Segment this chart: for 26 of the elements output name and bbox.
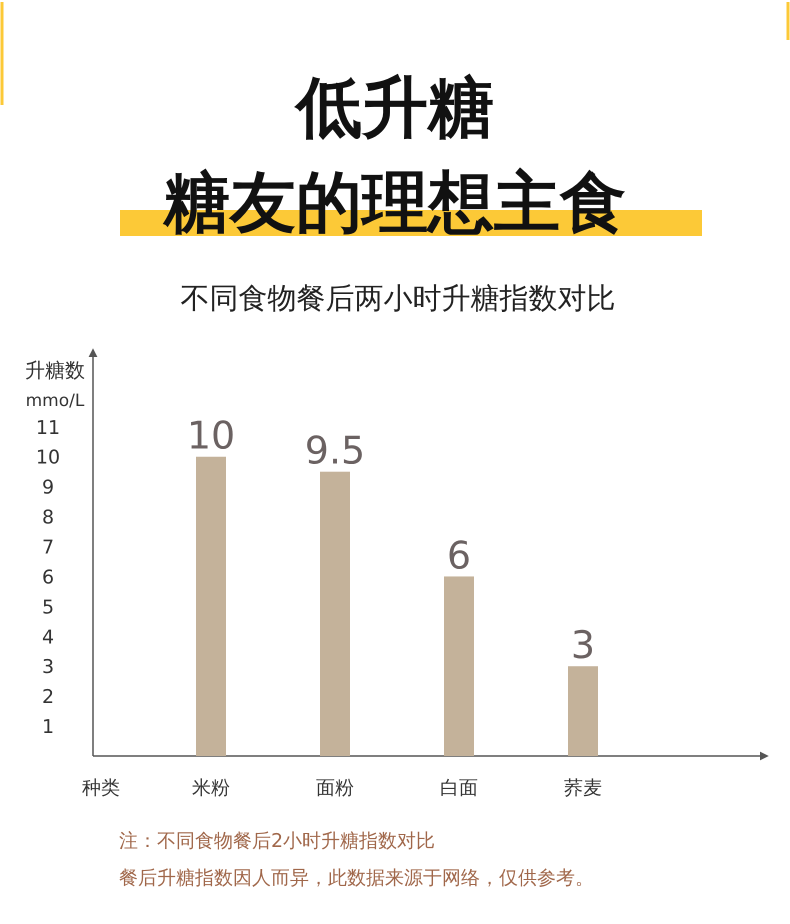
xtick: 白面 bbox=[440, 777, 478, 799]
ytick: 10 bbox=[36, 446, 60, 469]
ytick: 11 bbox=[36, 416, 60, 439]
ytick: 3 bbox=[42, 656, 54, 678]
ylabel: 升糖数 bbox=[25, 358, 85, 382]
ytick: 8 bbox=[42, 506, 54, 529]
note: 餐后升糖指数因人而异，此数据来源于网络，仅供参考。 bbox=[119, 867, 594, 889]
label: 6 bbox=[446, 533, 472, 578]
label: 3 bbox=[570, 623, 596, 668]
xtick: 面粉 bbox=[316, 777, 354, 799]
ytick: 1 bbox=[42, 716, 54, 738]
xlabel: 种类 bbox=[82, 777, 120, 799]
ytick: 2 bbox=[42, 686, 54, 708]
xtick: 荞麦 bbox=[564, 777, 602, 799]
label: 9.5 bbox=[304, 428, 366, 473]
ylabel: mmo/L bbox=[26, 391, 84, 411]
label: 10 bbox=[186, 414, 236, 458]
title: 低升糖 bbox=[296, 69, 494, 146]
note: 注：不同食物餐后2小时升糖指数对比 bbox=[119, 830, 436, 852]
xtick: 米粉 bbox=[192, 777, 230, 799]
ytick: 6 bbox=[42, 566, 54, 588]
heading: 不同食物餐后两小时升糖指数对比 bbox=[180, 281, 616, 315]
ytick: 4 bbox=[42, 626, 54, 648]
ytick: 7 bbox=[42, 536, 54, 559]
ytick: 5 bbox=[42, 596, 54, 618]
ytick: 9 bbox=[42, 476, 54, 499]
